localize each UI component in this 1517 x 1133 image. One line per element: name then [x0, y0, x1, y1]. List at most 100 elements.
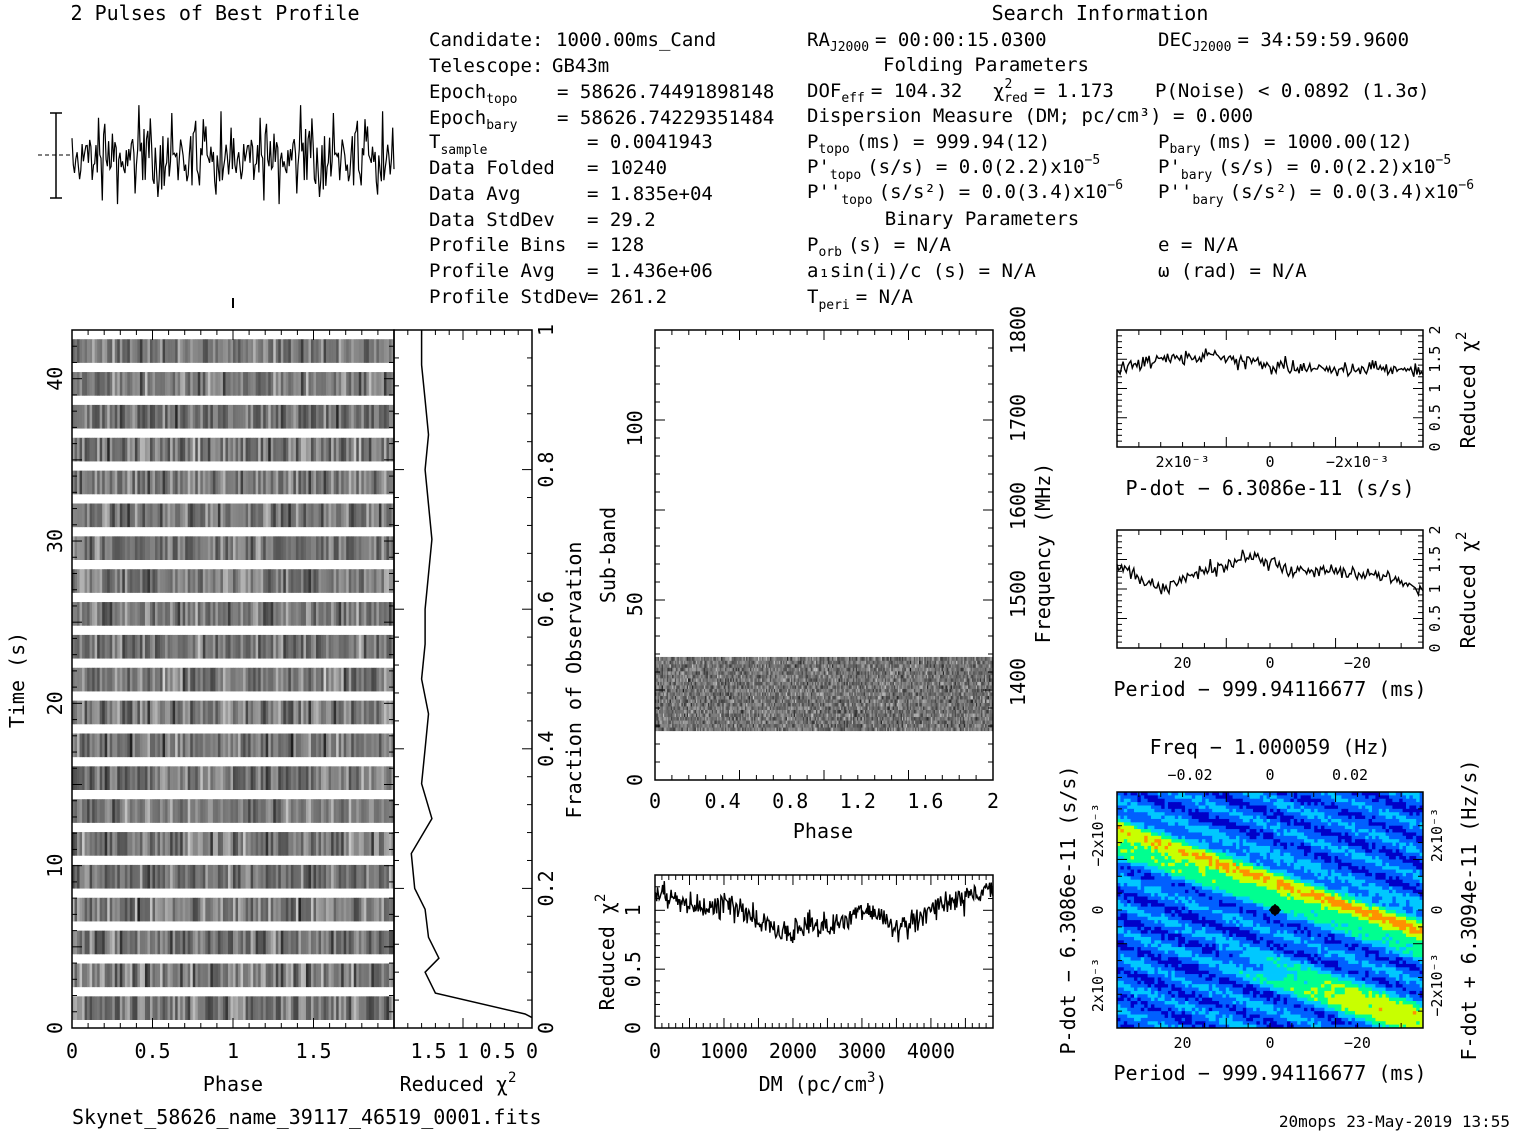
- time-phase-cell: [344, 372, 347, 396]
- time-phase-cell: [125, 536, 128, 560]
- time-phase-cell: [308, 733, 311, 757]
- time-phase-cell: [218, 832, 221, 856]
- time-phase-cell: [243, 898, 246, 922]
- time-phase-cell: [339, 865, 342, 889]
- time-phase-cell: [374, 372, 377, 396]
- time-phase-cell: [334, 503, 337, 527]
- time-phase-cell: [278, 503, 281, 527]
- time-phase-cell: [349, 471, 352, 495]
- time-phase-cell: [379, 931, 382, 955]
- time-phase-cell: [361, 536, 364, 560]
- time-phase-cell: [178, 602, 181, 626]
- time-phase-cell: [208, 963, 211, 987]
- time-phase-cell: [374, 405, 377, 429]
- time-phase-cell: [105, 536, 108, 560]
- time-phase-cell: [273, 536, 276, 560]
- time-phase-cell: [90, 766, 93, 790]
- time-phase-cell: [85, 569, 88, 593]
- time-phase-cell: [303, 438, 306, 462]
- time-phase-cell: [160, 471, 163, 495]
- time-phase-cell: [137, 438, 140, 462]
- time-phase-cell: [158, 372, 161, 396]
- time-phase-cell: [150, 602, 153, 626]
- time-phase-cell: [288, 438, 291, 462]
- time-phase-cell: [296, 569, 299, 593]
- time-phase-cell: [253, 471, 256, 495]
- time-phase-cell: [256, 471, 259, 495]
- time-phase-cell: [107, 405, 110, 429]
- time-phase-cell: [77, 471, 80, 495]
- time-phase-cell: [158, 701, 161, 725]
- time-phase-cell: [331, 635, 334, 659]
- time-phase-cell: [384, 438, 387, 462]
- time-phase-cell: [301, 996, 304, 1020]
- time-phase-cell: [236, 799, 239, 823]
- time-phase-cell: [77, 733, 80, 757]
- time-phase-cell: [319, 438, 322, 462]
- time-phase-cell: [283, 733, 286, 757]
- time-phase-cell: [163, 635, 166, 659]
- time-phase-cell: [356, 569, 359, 593]
- time-phase-cell: [193, 635, 196, 659]
- time-phase-cell: [238, 569, 241, 593]
- time-phase-cell: [263, 503, 266, 527]
- time-phase-cell: [344, 865, 347, 889]
- time-phase-cell: [361, 931, 364, 955]
- time-phase-cell: [329, 701, 332, 725]
- time-phase-cell: [147, 832, 150, 856]
- time-phase-cell: [198, 963, 201, 987]
- time-phase-cell: [233, 865, 236, 889]
- time-phase-cell: [208, 536, 211, 560]
- time-phase-cell: [361, 405, 364, 429]
- time-phase-cell: [198, 536, 201, 560]
- time-phase-cell: [102, 405, 105, 429]
- time-phase-cell: [200, 832, 203, 856]
- time-phase-cell: [77, 701, 80, 725]
- time-phase-cell: [137, 569, 140, 593]
- time-phase-cell: [125, 569, 128, 593]
- time-phase-cell: [334, 865, 337, 889]
- chi2-time-y2tick-label: 1: [534, 324, 558, 336]
- tperi-sub: peri: [818, 298, 849, 313]
- time-phase-cell: [188, 996, 191, 1020]
- time-phase-cell: [379, 898, 382, 922]
- time-phase-cell: [276, 405, 279, 429]
- time-phase-cell: [185, 471, 188, 495]
- time-phase-cell: [127, 438, 130, 462]
- time-phase-cell: [331, 503, 334, 527]
- time-phase-cell: [336, 996, 339, 1020]
- time-phase-cell: [329, 536, 332, 560]
- time-phase-row: [72, 996, 394, 1020]
- time-phase-cell: [341, 865, 344, 889]
- time-phase-cell: [153, 963, 156, 987]
- time-phase-cell: [286, 898, 289, 922]
- time-phase-cell: [165, 799, 168, 823]
- time-phase-cell: [198, 339, 201, 363]
- time-phase-cell: [306, 372, 309, 396]
- time-phase-cell: [236, 471, 239, 495]
- time-phase-cell: [248, 766, 251, 790]
- time-phase-cell: [183, 405, 186, 429]
- time-phase-cell: [286, 471, 289, 495]
- time-phase-cell: [130, 996, 133, 1020]
- time-phase-cell: [341, 963, 344, 987]
- time-phase-cell: [110, 503, 113, 527]
- time-phase-cell: [243, 766, 246, 790]
- time-phase-cell: [122, 372, 125, 396]
- time-phase-cell: [251, 635, 254, 659]
- time-phase-cell: [248, 405, 251, 429]
- time-phase-cell: [120, 339, 123, 363]
- time-phase-cell: [384, 766, 387, 790]
- time-phase-cell: [213, 799, 216, 823]
- time-phase-cell: [105, 372, 108, 396]
- time-phase-cell: [85, 438, 88, 462]
- time-phase-cell: [228, 438, 231, 462]
- time-phase-cell: [168, 799, 171, 823]
- time-phase-ytick-label: 40: [43, 367, 67, 391]
- time-phase-cell: [127, 405, 130, 429]
- pdbary-value: (s/s) = 0.0(2.2)x10: [1218, 156, 1435, 178]
- time-phase-cell: [137, 996, 140, 1020]
- time-phase-cell: [125, 405, 128, 429]
- time-phase-cell: [303, 602, 306, 626]
- time-phase-cell: [142, 799, 145, 823]
